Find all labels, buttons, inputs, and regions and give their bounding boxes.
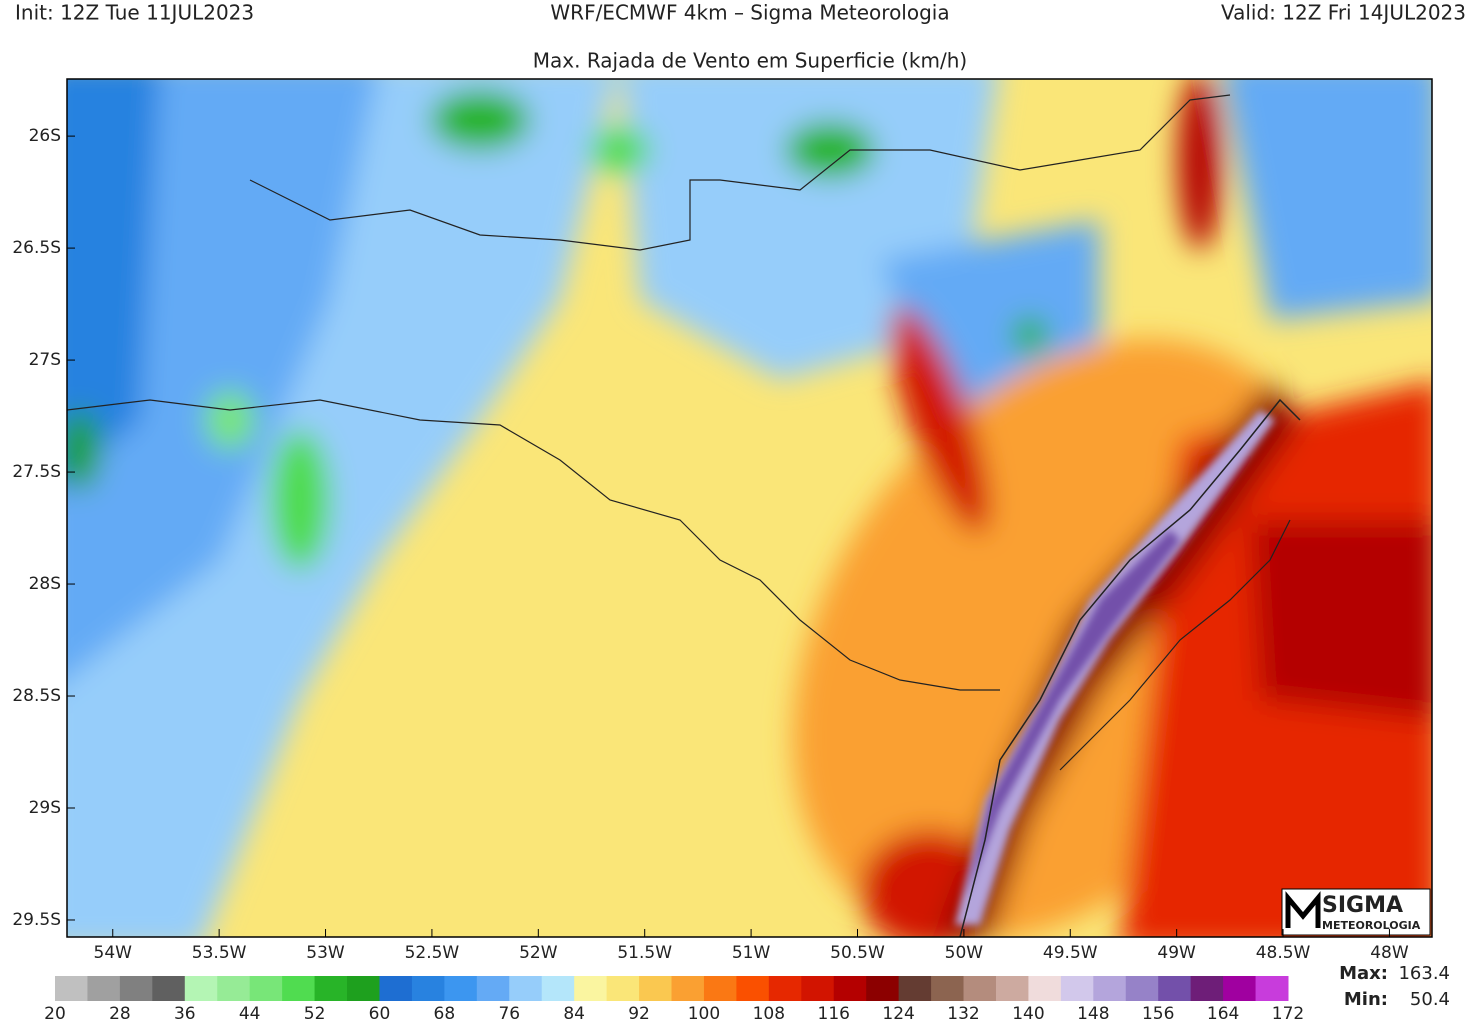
x-tick-label: 53.5W: [192, 943, 247, 963]
colorbar-segment: [768, 976, 802, 1001]
colorbar-label: 172: [1272, 1004, 1304, 1022]
colorbar-segment: [833, 976, 867, 1001]
colorbar-segment: [1028, 976, 1062, 1001]
y-tick-label: 26.5S: [12, 238, 61, 258]
colorbar-label: 124: [882, 1004, 914, 1022]
colorbar-label: 60: [369, 1004, 391, 1022]
colorbar-segment: [1255, 976, 1289, 1001]
colorbar-label: 116: [818, 1004, 850, 1022]
colorbar-segment: [184, 976, 218, 1001]
colorbar-segment: [55, 976, 88, 1001]
colorbar-segment: [152, 976, 186, 1001]
x-tick-label: 52W: [519, 943, 558, 963]
min-value: 50.4: [1410, 989, 1450, 1010]
colorbar-segment: [931, 976, 965, 1001]
x-tick-label: 48.5W: [1256, 943, 1311, 963]
colorbar-segment: [1125, 976, 1159, 1001]
colorbar-segment: [1190, 976, 1224, 1001]
x-tick-label: 50.5W: [830, 943, 885, 963]
colorbar-label: 108: [753, 1004, 785, 1022]
min-label: Min:: [1344, 989, 1388, 1010]
colorbar-label: 92: [628, 1004, 650, 1022]
colorbar-segment: [476, 976, 510, 1001]
colorbar-label: 44: [239, 1004, 261, 1022]
colorbar-segment: [314, 976, 348, 1001]
x-tick-label: 54W: [94, 943, 133, 963]
max-value: 163.4: [1398, 963, 1450, 984]
colorbar-label: 164: [1207, 1004, 1239, 1022]
y-tick-label: 29S: [29, 798, 61, 818]
colorbar-label: 132: [947, 1004, 979, 1022]
y-tick-label: 27S: [29, 350, 61, 370]
colorbar-segment: [639, 976, 672, 1001]
colorbar-segment: [217, 976, 251, 1001]
colorbar-label: 156: [1142, 1004, 1174, 1022]
colorbar-segment: [87, 976, 121, 1001]
colorbar-segment: [1093, 976, 1127, 1001]
y-tick-label: 27.5S: [12, 462, 61, 482]
colorbar-segment: [574, 976, 608, 1001]
logo-name: SIGMA: [1322, 893, 1403, 918]
x-tick-label: 53W: [306, 943, 345, 963]
colorbar-segment: [801, 976, 835, 1001]
x-tick-label: 51.5W: [617, 943, 672, 963]
colorbar-label: 20: [44, 1004, 66, 1022]
init-label: Init: 12Z Tue 11JUL2023: [15, 1, 254, 25]
x-tick-label: 50W: [945, 943, 984, 963]
x-tick-label: 51W: [732, 943, 771, 963]
colorbar-label: 76: [498, 1004, 520, 1022]
colorbar-segment: [736, 976, 770, 1001]
x-tick-label: 49W: [1157, 943, 1196, 963]
colorbar-segment: [444, 976, 478, 1001]
map-title: Max. Rajada de Vento em Superficie (km/h…: [533, 49, 967, 73]
logo-sub: METEOROLOGIA: [1322, 919, 1421, 932]
y-tick-label: 29.5S: [12, 910, 61, 930]
colorbar-label: 148: [1077, 1004, 1109, 1022]
colorbar-label: 52: [304, 1004, 326, 1022]
max-label: Max:: [1339, 963, 1388, 984]
x-tick-label: 49.5W: [1043, 943, 1098, 963]
y-tick-label: 26S: [29, 126, 61, 146]
y-tick-label: 28S: [29, 574, 61, 594]
colorbar-segment: [1223, 976, 1257, 1001]
colorbar-label: 36: [174, 1004, 196, 1022]
model-label: WRF/ECMWF 4km – Sigma Meteorologia: [550, 1, 949, 25]
colorbar-label: 68: [434, 1004, 456, 1022]
valid-label: Valid: 12Z Fri 14JUL2023: [1221, 1, 1466, 25]
colorbar-segment: [703, 976, 737, 1001]
colorbar-label: 28: [109, 1004, 131, 1022]
colorbar-segment: [379, 976, 413, 1001]
colorbar-segment: [541, 976, 575, 1001]
colorbar-label: 100: [688, 1004, 720, 1022]
colorbar-segment: [1158, 976, 1192, 1001]
x-tick-label: 52.5W: [405, 943, 460, 963]
colorbar-segment: [606, 976, 640, 1001]
colorbar-segment: [671, 976, 705, 1001]
colorbar-segment: [282, 976, 316, 1001]
colorbar-segment: [995, 976, 1029, 1001]
colorbar-label: 84: [563, 1004, 585, 1022]
colorbar-segment: [411, 976, 445, 1001]
colorbar-segment: [963, 976, 997, 1001]
colorbar-label: 140: [1012, 1004, 1044, 1022]
map-frame: [66, 78, 1433, 938]
colorbar-segment: [509, 976, 543, 1001]
colorbar-segment: [347, 976, 380, 1001]
colorbar-segment: [866, 976, 900, 1001]
y-tick-label: 28.5S: [12, 686, 61, 706]
logo: SIGMA METEOROLOGIA: [1281, 888, 1431, 936]
colorbar-segment: [898, 976, 932, 1001]
colorbar-segment: [119, 976, 153, 1001]
wind-field: [67, 79, 1432, 937]
colorbar-segment: [249, 976, 283, 1001]
x-tick-label: 48W: [1370, 943, 1409, 963]
colorbar-segment: [1060, 976, 1094, 1001]
